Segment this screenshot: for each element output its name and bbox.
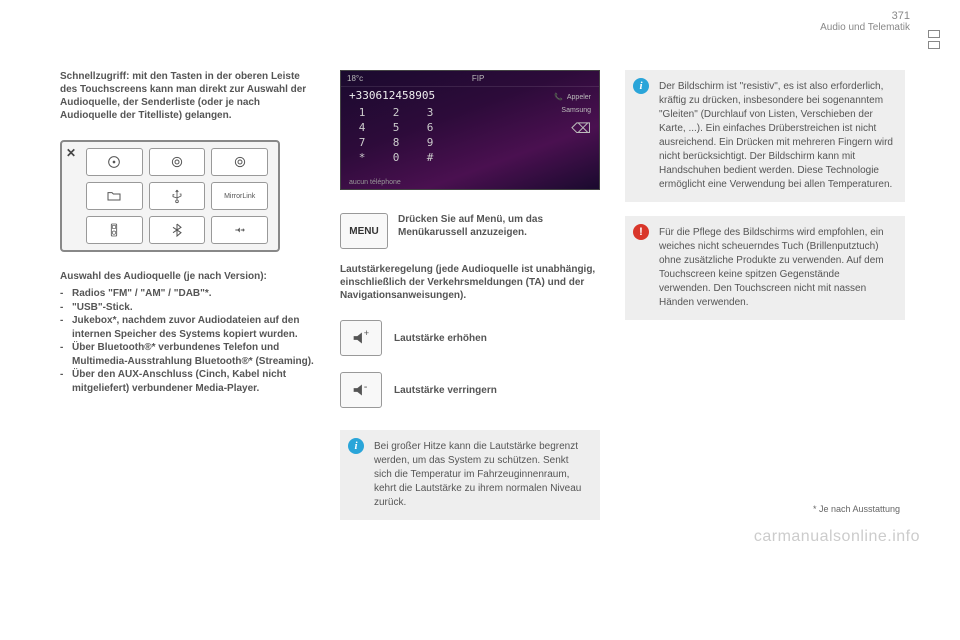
folder-icon [106, 188, 122, 204]
phone-temp: 18°c [347, 74, 363, 83]
radio-icon [169, 154, 185, 170]
key: # [417, 151, 443, 164]
page-header: 371 Audio und Telematik [820, 10, 910, 33]
key: 6 [417, 121, 443, 134]
samsung-label: Samsung [561, 107, 591, 114]
svg-text:-: - [364, 381, 368, 393]
key: 0 [383, 151, 409, 164]
source-btn-disc[interactable] [86, 148, 143, 176]
key: 3 [417, 106, 443, 119]
volume-down-button[interactable]: - [340, 372, 382, 408]
source-btn-usb[interactable] [149, 182, 206, 210]
heat-info-text: Bei großer Hitze kann die Lautstärke beg… [374, 440, 588, 510]
section-title: Audio und Telematik [820, 22, 910, 33]
resistive-info-box: i Der Bildschirm ist "resistiv", es ist … [625, 70, 905, 202]
key: 2 [383, 106, 409, 119]
ipod-icon [106, 222, 122, 238]
volume-para: Lautstärkeregelung (jede Audioquelle ist… [340, 263, 600, 302]
phone-fip: FIP [472, 74, 484, 83]
volume-up-label: Lautstärke erhöhen [394, 333, 487, 344]
key: 1 [349, 106, 375, 119]
appeler-label: 📞 Appeler [554, 93, 591, 101]
radio-icon [232, 154, 248, 170]
watermark: carmanualsonline.info [754, 528, 920, 546]
key: 9 [417, 136, 443, 149]
source-btn-bluetooth[interactable] [149, 216, 206, 244]
list-item: Über den AUX-Anschluss (Cinch, Kabel nic… [60, 368, 315, 395]
column-right: i Der Bildschirm ist "resistiv", es ist … [625, 70, 905, 534]
volume-up-button[interactable]: + [340, 320, 382, 356]
list-item: "USB"-Stick. [60, 301, 315, 315]
key: 4 [349, 121, 375, 134]
source-btn-aux[interactable] [211, 216, 268, 244]
info-icon: i [633, 78, 649, 94]
footnote: * Je nach Ausstattung [813, 504, 900, 514]
aucun-telephone: aucun téléphone [349, 179, 401, 186]
key: 5 [383, 121, 409, 134]
source-btn-radio1[interactable] [149, 148, 206, 176]
care-warning-box: ! Für die Pflege des Bildschirms wird em… [625, 216, 905, 320]
list-item: Jukebox*, nachdem zuvor Audiodateien auf… [60, 314, 315, 341]
info-icon: i [348, 438, 364, 454]
key: 7 [349, 136, 375, 149]
phone-screenshot: 18°c FIP +330612458905 1 2 3 4 5 6 7 8 9… [340, 70, 600, 190]
volume-down-icon: - [350, 379, 372, 401]
menu-button[interactable]: MENU [340, 213, 388, 249]
volume-up-icon: + [350, 327, 372, 349]
svg-text:+: + [364, 328, 369, 338]
disc-icon [106, 154, 122, 170]
aux-icon [232, 222, 248, 238]
bluetooth-icon [169, 222, 185, 238]
source-btn-ipod[interactable] [86, 216, 143, 244]
audio-source-panel: ✕ Mirr [60, 140, 280, 252]
menu-description: Drücken Sie auf Menü, um das Menükarusse… [398, 213, 600, 239]
volume-down-label: Lautstärke verringern [394, 385, 497, 396]
source-btn-radio2[interactable] [211, 148, 268, 176]
source-btn-folder[interactable] [86, 182, 143, 210]
care-warning-text: Für die Pflege des Bildschirms wird empf… [659, 226, 893, 310]
column-left: Schnellzugriff: mit den Tasten in der ob… [60, 70, 315, 534]
key: * [349, 151, 375, 164]
usb-icon [169, 188, 185, 204]
key: 8 [383, 136, 409, 149]
edge-tabs [928, 30, 940, 49]
resistive-info-text: Der Bildschirm ist "resistiv", es ist al… [659, 80, 893, 192]
source-btn-mirrorlink[interactable]: MirrorLink [211, 182, 268, 210]
list-item: Über Bluetooth®* verbundenes Telefon und… [60, 341, 315, 368]
column-middle: 18°c FIP +330612458905 1 2 3 4 5 6 7 8 9… [340, 70, 600, 534]
warning-icon: ! [633, 224, 649, 240]
intro-text: Schnellzugriff: mit den Tasten in der ob… [60, 70, 315, 122]
heat-info-box: i Bei großer Hitze kann die Lautstärke b… [340, 430, 600, 520]
source-list: Radios "FM" / "AM" / "DAB"*. "USB"-Stick… [60, 287, 315, 395]
list-item: Radios "FM" / "AM" / "DAB"*. [60, 287, 315, 301]
backspace-icon: ⌫ [571, 120, 591, 137]
close-icon[interactable]: ✕ [66, 146, 76, 160]
source-list-title: Auswahl des Audioquelle (je nach Version… [60, 270, 315, 283]
page-number: 371 [820, 10, 910, 22]
